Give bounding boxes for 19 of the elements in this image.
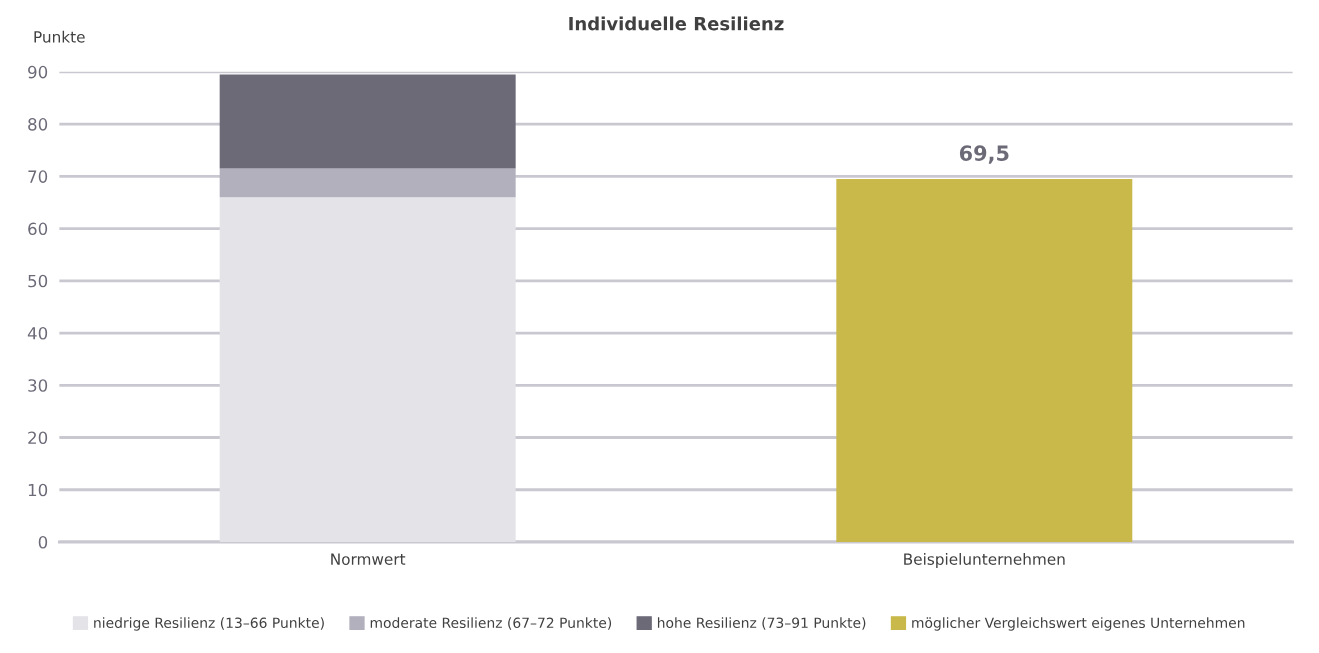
y-tick-label: 10	[28, 483, 48, 497]
y-tick-label: 40	[27, 326, 48, 340]
y-tick-label: 30	[28, 379, 48, 392]
legend-label: moderate Resilienz (67–72 Punkte)	[370, 617, 612, 630]
y-axis-title: Punkte	[34, 30, 85, 43]
data-label: 69,5	[959, 145, 1009, 164]
legend-label: möglicher Vergleichswert eigenes Unternehmen	[912, 617, 1245, 631]
y-tick-label: 80	[28, 118, 48, 131]
y-tick-label: 90	[28, 65, 48, 79]
chart-title: Individuelle Resilienz	[569, 16, 784, 31]
y-tick-label: 70	[28, 170, 48, 183]
y-tick-label: 50	[28, 274, 48, 288]
x-tick-label: Beispielunternehmen	[904, 553, 1065, 568]
x-tick-label: Normwert	[331, 553, 406, 565]
y-tick-label: 0	[38, 535, 48, 549]
y-tick-label: 60	[28, 222, 48, 236]
legend-label: hohe Resilienz (73–91 Punkte)	[657, 617, 866, 630]
legend-label: niedrige Resilienz (13–66 Punkte)	[94, 617, 324, 631]
y-tick-label: 20	[28, 431, 48, 445]
